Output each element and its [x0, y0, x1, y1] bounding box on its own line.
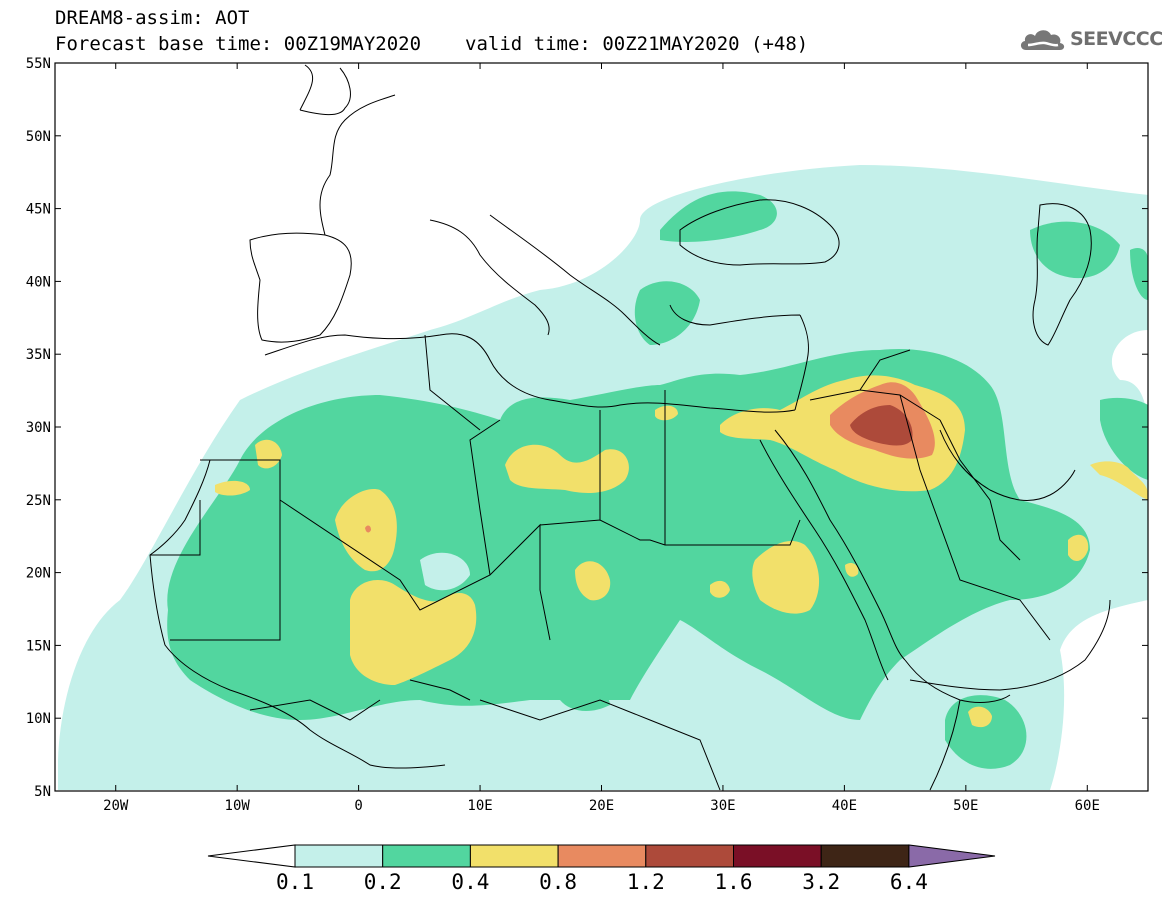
colorbar-label: 0.8 — [539, 870, 577, 894]
forecast-base-time: Forecast base time: 00Z19MAY2020 — [55, 33, 422, 55]
lat-tick-label: 30N — [26, 420, 51, 436]
colorbar-label: 0.2 — [364, 870, 402, 894]
lon-tick-label: 50E — [953, 798, 978, 814]
colorbar-segment — [469, 844, 559, 868]
map-title: DREAM8-assim: AOT — [55, 7, 250, 29]
lon-tick-label: 20W — [103, 798, 129, 814]
lat-tick-label: 10N — [26, 711, 51, 727]
colorbar: 0.1 0.2 0.4 0.8 1.2 1.6 3.2 6.4 — [207, 844, 996, 894]
lon-tick-label: 10E — [467, 798, 492, 814]
lat-tick-label: 25N — [26, 493, 51, 509]
colorbar-label: 0.1 — [276, 870, 314, 894]
colorbar-segment — [733, 844, 822, 868]
logo-text: SEEVCCC — [1070, 28, 1163, 50]
colorbar-label: 0.4 — [451, 870, 489, 894]
colorbar-segment — [557, 844, 647, 868]
lat-tick-label: 40N — [26, 274, 51, 290]
lat-tick-label: 50N — [26, 129, 51, 145]
colorbar-under-arrow — [207, 844, 296, 868]
lat-tick-label: 55N — [26, 56, 51, 72]
lon-tick-label: 60E — [1075, 798, 1100, 814]
valid-time: valid time: 00Z21MAY2020 (+48) — [465, 33, 809, 55]
seevccc-logo: SEEVCCC — [1018, 24, 1163, 56]
lon-tick-label: 30E — [710, 798, 735, 814]
colorbar-over-arrow — [908, 844, 996, 868]
coastlines — [149, 64, 1111, 791]
lat-tick-label: 5N — [34, 784, 51, 800]
lon-tick-label: 40E — [832, 798, 857, 814]
cloud-icon — [1020, 30, 1065, 50]
colorbar-label: 3.2 — [802, 870, 840, 894]
colorbar-segment — [645, 844, 734, 868]
colorbar-segment — [820, 844, 910, 868]
lat-tick-label: 15N — [26, 638, 51, 654]
lon-tick-label: 0 — [354, 798, 362, 814]
colorbar-label: 1.2 — [627, 870, 665, 894]
latitude-axis: 5N 10N 15N 20N 25N 30N 35N 40N 45N 50N 55N — [26, 56, 1148, 800]
lon-tick-label: 10W — [225, 798, 251, 814]
lat-tick-label: 20N — [26, 566, 51, 582]
colorbar-segment — [294, 844, 384, 868]
time-info: Forecast base time: 00Z19MAY2020 valid ti… — [55, 34, 808, 54]
lat-tick-label: 35N — [26, 347, 51, 363]
colorbar-label: 6.4 — [890, 870, 928, 894]
colorbar-segment — [382, 844, 471, 868]
lat-tick-label: 45N — [26, 202, 51, 218]
aot-field — [58, 64, 1148, 791]
colorbar-label: 1.6 — [715, 870, 753, 894]
lon-tick-label: 20E — [589, 798, 614, 814]
longitude-axis: 20W 10W 0 10E 20E 30E 40E 50E 60E — [103, 63, 1100, 814]
